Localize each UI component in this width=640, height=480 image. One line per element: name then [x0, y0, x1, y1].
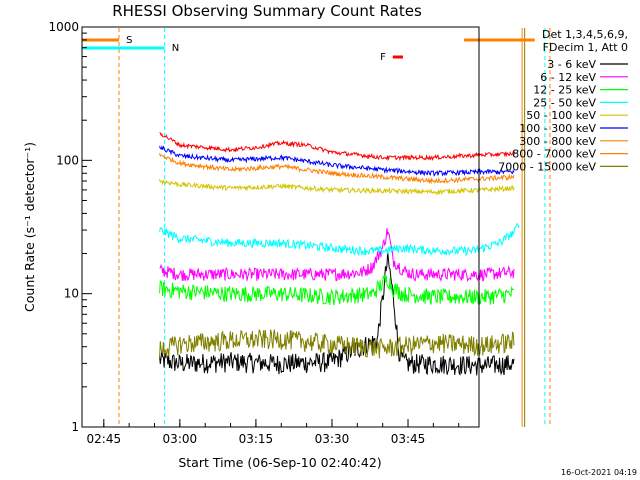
- marker-label-S: S: [126, 35, 132, 46]
- legend-label-5: 100 - 300 keV: [519, 122, 596, 135]
- x-axis-label: Start Time (06-Sep-10 02:40:42): [178, 455, 381, 470]
- axes: 02:45 03:00 03:15 03:30 03:45 1 10 100 1000: [48, 20, 460, 446]
- y-tick-label-3: 1000: [48, 20, 79, 34]
- legend-label-6: 300 - 800 keV: [519, 135, 596, 148]
- legend-label-3: 25 - 50 keV: [533, 96, 596, 109]
- y-tick-label-0: 1: [71, 420, 79, 434]
- marker-label-N: N: [172, 43, 179, 54]
- legend-label-1: 6 - 12 keV: [540, 71, 596, 84]
- plot-frame: [81, 26, 480, 428]
- legend-label-2: 12 - 25 keV: [533, 84, 596, 97]
- series-line-0: [159, 250, 515, 376]
- x-tick-label-0: 02:45: [87, 432, 122, 446]
- series-line-red: [159, 131, 515, 162]
- series-lines: [159, 131, 520, 376]
- legend-header-line-2: FDecim 1, Att 0: [543, 41, 628, 54]
- series-line-5: [159, 145, 515, 177]
- x-tick-label-2: 03:15: [239, 432, 274, 446]
- y-axis-label: Count Rate (s⁻¹ detector⁻¹): [22, 142, 37, 312]
- series-line-6: [159, 152, 515, 185]
- legend-label-4: 50 - 100 keV: [526, 109, 596, 122]
- legend: Det 1,3,4,5,6,9, FDecim 1, Att 0 3 - 6 k…: [498, 28, 628, 173]
- legend-label-7: 800 - 7000 keV: [512, 148, 596, 161]
- x-tick-label-3: 03:30: [315, 432, 350, 446]
- legend-header-line-1: Det 1,3,4,5,6,9,: [542, 28, 628, 41]
- x-tick-label-4: 03:45: [391, 432, 426, 446]
- series-line-3: [159, 222, 520, 257]
- x-tick-label-1: 03:00: [163, 432, 198, 446]
- series-line-1: [159, 228, 515, 283]
- chart-title: RHESSI Observing Summary Count Rates: [112, 2, 422, 20]
- legend-label-8: 7000 - 15000 keV: [498, 160, 596, 173]
- marker-label-F: F: [380, 52, 386, 63]
- footer-date: 16-Oct-2021 04:19: [561, 468, 637, 477]
- series-line-2: [159, 274, 515, 306]
- observing-markers: S N F: [82, 28, 551, 427]
- legend-label-0: 3 - 6 keV: [547, 58, 596, 71]
- series-line-8: [159, 329, 515, 359]
- series-line-4: [159, 179, 515, 196]
- y-tick-label-2: 100: [56, 153, 79, 167]
- y-tick-label-1: 10: [64, 287, 79, 301]
